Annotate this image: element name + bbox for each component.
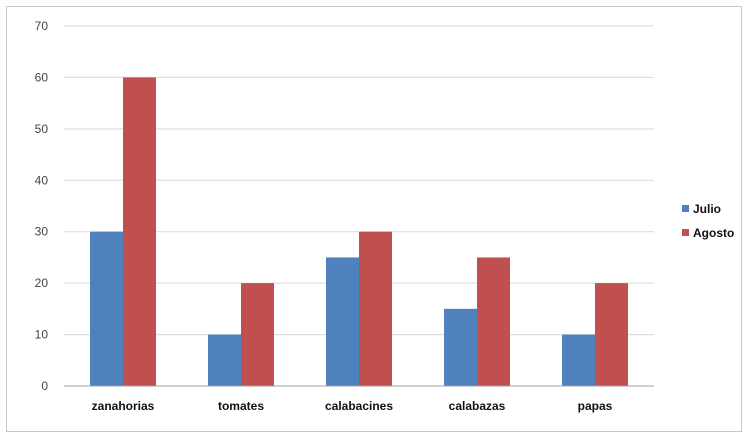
x-category-label: tomates (218, 399, 264, 413)
y-tick-label: 70 (35, 19, 49, 33)
y-tick-label: 60 (35, 70, 49, 84)
x-category-label: calabazas (449, 399, 506, 413)
bar-julio-tomates (208, 334, 241, 386)
gridlines (64, 25, 654, 336)
bar-agosto-calabacines (359, 231, 392, 386)
bar-agosto-papas (595, 283, 628, 386)
x-category-label: zanahorias (92, 399, 155, 413)
bar-julio-papas (562, 334, 595, 386)
y-tick-label: 20 (35, 276, 49, 290)
x-category-label: papas (578, 399, 613, 413)
bar-agosto-calabazas (477, 257, 510, 386)
bar-julio-calabacines (326, 257, 359, 386)
bar-agosto-zanahorias (123, 77, 156, 386)
y-tick-label: 30 (35, 225, 49, 239)
bars (90, 77, 628, 386)
x-axis-categories: zanahorias tomates calabacines calabazas pap… (92, 399, 613, 413)
legend-label-agosto: Agosto (693, 226, 734, 240)
x-category-label: calabacines (325, 399, 393, 413)
legend-label-julio: Julio (693, 202, 721, 216)
y-axis-ticks: 0 10 20 30 40 50 60 70 (35, 19, 49, 393)
y-tick-label: 0 (41, 379, 48, 393)
legend-swatch-julio (682, 205, 689, 212)
bar-julio-calabazas (444, 308, 477, 386)
bar-julio-zanahorias (90, 231, 123, 386)
y-tick-label: 50 (35, 122, 49, 136)
bar-agosto-tomates (241, 283, 274, 386)
legend-swatch-agosto (682, 229, 689, 236)
y-tick-label: 40 (35, 173, 49, 187)
y-tick-label: 10 (35, 328, 49, 342)
legend: Julio Agosto (682, 202, 734, 240)
